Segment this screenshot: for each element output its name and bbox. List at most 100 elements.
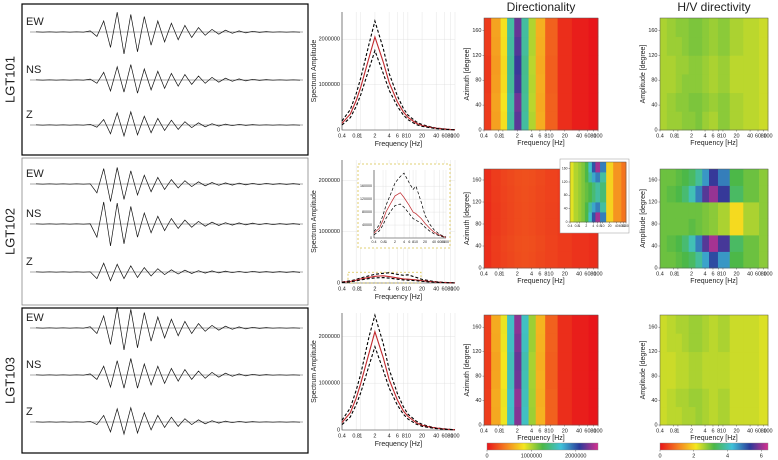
heatmap-cell	[688, 74, 696, 94]
heatmap-cell	[500, 185, 508, 203]
heatmap-cell	[535, 235, 546, 252]
component-label: Z	[26, 256, 33, 268]
plot-area	[342, 12, 455, 130]
heatmap-cell	[521, 55, 529, 75]
heatmap-cell	[695, 388, 703, 408]
heatmap-cell	[717, 74, 731, 94]
x-tick-label: 6	[396, 433, 399, 439]
heatmap-cell	[759, 202, 769, 219]
heatmap-cell	[588, 351, 599, 371]
heatmap-cell	[666, 333, 677, 353]
heatmap-cell	[557, 315, 573, 334]
x-tick-label: 2	[690, 428, 693, 434]
heatmap-cell	[535, 218, 546, 236]
heatmap-cell	[491, 36, 502, 56]
heatmap-cell	[484, 370, 492, 389]
heatmap-cell	[500, 36, 508, 56]
x-tick-label: 20	[562, 428, 568, 434]
heatmap-cell	[571, 251, 589, 269]
x-tick-label: 60	[441, 286, 447, 292]
column-title: H/V directivity	[677, 0, 750, 14]
heatmap-cell	[600, 162, 607, 173]
heatmap-cell	[660, 235, 668, 252]
heatmap-cell	[681, 235, 690, 252]
heatmap-cell	[621, 182, 627, 193]
heatmap-cell	[570, 192, 574, 203]
heatmap-cell	[729, 111, 744, 131]
heatmap-cell	[688, 235, 696, 252]
heatmap-cell	[484, 202, 492, 219]
heatmap-cell	[545, 92, 559, 112]
heatmap-cell	[545, 18, 559, 38]
heatmap-cell	[570, 202, 574, 213]
heatmap-cell	[743, 18, 760, 38]
heatmap-cell	[709, 185, 719, 203]
heatmap-cell	[595, 162, 601, 173]
heatmap-cell	[521, 333, 529, 353]
heatmap-cell	[695, 333, 703, 353]
heatmap-cell	[717, 202, 731, 219]
x-tick-label: 100	[593, 428, 602, 434]
heatmap-cell	[578, 162, 582, 173]
heatmap-cell	[709, 351, 719, 371]
heatmap-cell	[491, 92, 502, 112]
heatmap-cell	[588, 18, 599, 38]
heatmap-cell	[743, 251, 760, 269]
heatmap-cell	[621, 202, 627, 213]
heatmap-cell	[491, 333, 502, 353]
heatmap-cell	[528, 218, 537, 236]
heatmap-cell	[702, 333, 710, 353]
heatmap-cell	[535, 18, 546, 38]
y-tick-label: 80	[475, 221, 481, 227]
heatmap-cell	[535, 370, 546, 389]
heatmap-cell	[675, 315, 683, 334]
heatmap-cell	[581, 202, 586, 213]
x-tick-label: 20	[419, 286, 425, 292]
heatmap-cell	[570, 162, 574, 173]
x-tick-label: 8	[402, 286, 405, 292]
heatmap-cell	[528, 185, 537, 203]
y-tick-label: 160	[472, 28, 481, 34]
heatmap-cell	[717, 315, 731, 334]
heatmap-cell	[695, 55, 703, 75]
heatmap-cell	[500, 406, 508, 426]
heatmap-cell	[491, 370, 502, 389]
heatmap-cell	[491, 388, 502, 408]
heatmap-cell	[666, 202, 677, 219]
heatmap-cell	[484, 235, 492, 252]
heatmap-cell	[729, 251, 744, 269]
heatmap-cell	[500, 315, 508, 334]
heatmap-cell	[675, 351, 683, 371]
x-tick-label: 4	[704, 133, 707, 139]
heatmap-cell	[666, 169, 677, 186]
heatmap-cell	[500, 370, 508, 389]
x-tick-label: 60	[584, 133, 590, 139]
heatmap-cell	[695, 235, 703, 252]
heatmap-cell	[595, 212, 601, 223]
heatmap-cell	[729, 55, 744, 75]
x-tick-label: 0.8	[352, 133, 360, 139]
heatmap-cell	[675, 55, 683, 75]
waveform-trace	[35, 12, 301, 55]
x-tick-label: 2	[373, 133, 376, 139]
heatmap-cell	[709, 218, 719, 236]
heatmap-cell	[666, 218, 677, 236]
heatmap-cell	[507, 218, 515, 236]
heatmap-cell	[681, 169, 690, 186]
x-tick-label: 100	[763, 271, 772, 277]
heatmap-cell	[484, 92, 492, 112]
x-tick-label: 10	[405, 286, 411, 292]
heatmap-cell	[491, 251, 502, 269]
y-tick-label: 120000	[360, 197, 372, 201]
heatmap-cell	[613, 172, 622, 183]
x-tick-label: 8	[544, 133, 547, 139]
heatmap-cell	[660, 92, 668, 112]
y-tick-label: 0	[337, 280, 340, 286]
heatmap-cell	[702, 18, 710, 38]
heatmap-cell	[709, 315, 719, 334]
heatmap-cell	[557, 351, 573, 371]
heatmap-cell	[491, 169, 502, 186]
x-tick-label: 60	[437, 240, 441, 244]
y-axis-label: Amplitude [degree]	[640, 45, 647, 104]
heatmap-cell	[695, 36, 703, 56]
